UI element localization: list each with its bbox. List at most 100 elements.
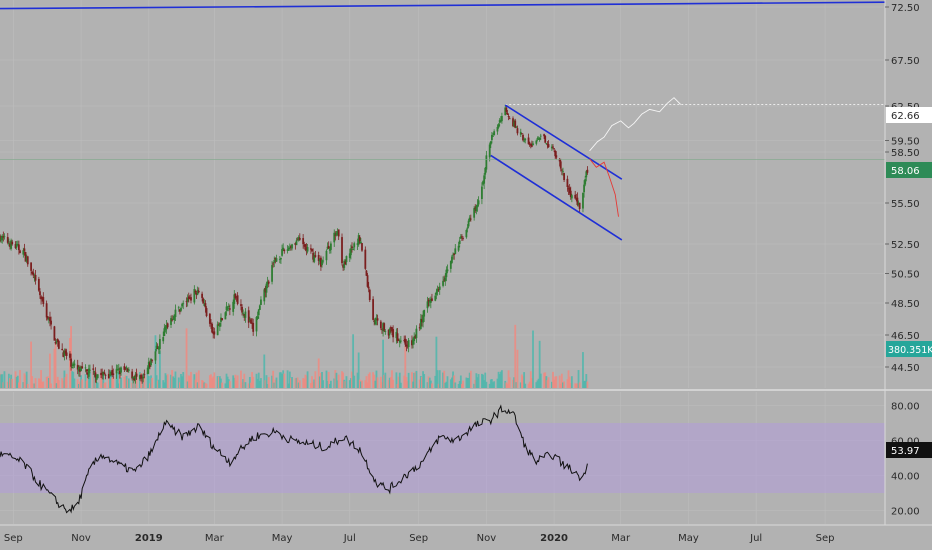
trendline-upper-channel[interactable] bbox=[504, 104, 623, 180]
volume-bar bbox=[196, 382, 199, 388]
volume-bar bbox=[25, 371, 28, 388]
volume-bar bbox=[543, 372, 546, 388]
candle-body bbox=[458, 240, 461, 244]
time-tick-label: Sep bbox=[409, 533, 428, 544]
candle-body bbox=[504, 107, 507, 116]
volume-bar bbox=[127, 378, 130, 388]
candle-body bbox=[392, 329, 394, 338]
volume-bar bbox=[298, 380, 301, 388]
volume-bar bbox=[569, 383, 572, 388]
candle-body bbox=[379, 321, 382, 329]
candle-body bbox=[37, 278, 40, 291]
candle-body bbox=[264, 287, 267, 293]
volume-bar bbox=[216, 376, 219, 388]
candle-body bbox=[265, 283, 268, 293]
volume-bar bbox=[407, 372, 410, 388]
volume-bar bbox=[166, 374, 169, 388]
volume-bar bbox=[445, 381, 448, 388]
candle-body bbox=[260, 299, 262, 305]
candle-body bbox=[341, 237, 343, 264]
volume-bar bbox=[3, 371, 6, 388]
volume-bar bbox=[396, 383, 399, 388]
candle-body bbox=[491, 134, 493, 141]
volume-bar bbox=[453, 375, 456, 388]
volume-bar bbox=[123, 377, 126, 388]
volume-bar bbox=[271, 375, 273, 388]
volume-bar bbox=[586, 381, 589, 388]
candle-body bbox=[101, 372, 104, 374]
volume-bar bbox=[250, 382, 252, 388]
candle-body bbox=[395, 331, 398, 339]
volume-bar bbox=[468, 372, 471, 388]
volume-bar bbox=[560, 373, 563, 388]
candle-body bbox=[218, 322, 221, 327]
volume-bar bbox=[528, 381, 531, 388]
volume-bar bbox=[311, 376, 313, 388]
candle-body bbox=[187, 296, 190, 299]
candle-body bbox=[477, 200, 480, 205]
volume-bar bbox=[288, 371, 291, 388]
trendline-lower-channel[interactable] bbox=[490, 154, 623, 241]
volume-bar bbox=[327, 371, 330, 388]
volume-bar bbox=[527, 383, 530, 388]
candle-body bbox=[123, 366, 126, 370]
rsi-pane[interactable] bbox=[0, 392, 885, 524]
volume-bar bbox=[523, 372, 526, 388]
volume-bar bbox=[50, 383, 52, 388]
price-tick-label: 46.50 bbox=[891, 331, 920, 342]
volume-bar bbox=[116, 372, 119, 388]
candle-body bbox=[358, 236, 361, 242]
volume-bar bbox=[413, 372, 416, 388]
candle-body bbox=[488, 144, 491, 158]
volume-bar bbox=[72, 371, 75, 388]
candle-body bbox=[311, 248, 313, 252]
candle-body bbox=[322, 260, 325, 262]
candle-body bbox=[1, 235, 4, 241]
candle-body bbox=[163, 328, 166, 337]
candle-body bbox=[62, 352, 65, 357]
price-pane[interactable] bbox=[0, 0, 886, 388]
candle-body bbox=[492, 135, 494, 137]
price-tick-label: 55.50 bbox=[891, 199, 920, 210]
volume-bar bbox=[337, 374, 340, 388]
volume-bar bbox=[546, 380, 549, 388]
candle-body bbox=[452, 254, 454, 256]
trendline-long-term-resistance[interactable] bbox=[0, 1, 886, 10]
candle-body bbox=[318, 259, 321, 262]
volume-bar bbox=[208, 375, 211, 388]
volume-bar bbox=[34, 378, 37, 388]
volume-bar bbox=[39, 379, 41, 388]
volume-bar bbox=[530, 378, 533, 388]
time-axis[interactable]: Sep Nov 2019 Mar May Jul Sep Nov 2020 Mar May Jul Se… bbox=[0, 524, 932, 544]
time-tick-label: Jul bbox=[749, 533, 762, 544]
volume-bar bbox=[345, 376, 348, 388]
candles[interactable] bbox=[0, 104, 589, 384]
volume-bar bbox=[333, 378, 336, 388]
candle-body bbox=[528, 144, 531, 145]
candle-body bbox=[96, 374, 99, 379]
volume-bar bbox=[314, 371, 317, 388]
volume-bar bbox=[406, 381, 409, 388]
volume-bar bbox=[357, 352, 360, 388]
volume-bar bbox=[553, 379, 555, 388]
candle-body bbox=[426, 301, 429, 309]
candle-body bbox=[256, 316, 259, 319]
candle-body bbox=[555, 155, 558, 158]
candle-body bbox=[387, 329, 390, 336]
volume-bar bbox=[158, 350, 161, 388]
candle-body bbox=[0, 235, 1, 242]
volume-bar bbox=[275, 377, 278, 388]
drawings[interactable] bbox=[0, 1, 886, 241]
candle-body bbox=[336, 231, 339, 235]
candle-body bbox=[201, 293, 203, 298]
volume-bar bbox=[376, 377, 379, 388]
candle-body bbox=[461, 236, 463, 238]
volume-bar bbox=[504, 380, 507, 388]
volume-bar bbox=[437, 383, 440, 388]
price-grid bbox=[0, 0, 885, 388]
candle-body bbox=[585, 171, 588, 178]
candle-body bbox=[423, 310, 426, 317]
volume-bar bbox=[418, 379, 421, 388]
volume-bar bbox=[151, 377, 154, 388]
